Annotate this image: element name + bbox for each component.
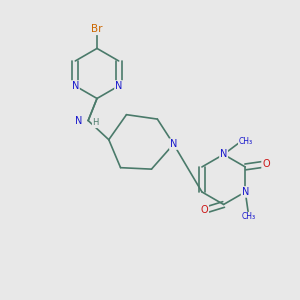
- Text: N: N: [220, 149, 227, 159]
- Text: N: N: [115, 81, 122, 91]
- Text: N: N: [76, 116, 83, 126]
- Text: CH₃: CH₃: [238, 137, 253, 146]
- Text: N: N: [242, 187, 249, 197]
- Text: N: N: [170, 139, 177, 149]
- Text: O: O: [201, 206, 208, 215]
- Text: N: N: [72, 81, 79, 91]
- Text: H: H: [93, 118, 99, 127]
- Text: Br: Br: [91, 24, 103, 34]
- Text: O: O: [262, 159, 270, 169]
- Text: CH₃: CH₃: [241, 212, 255, 221]
